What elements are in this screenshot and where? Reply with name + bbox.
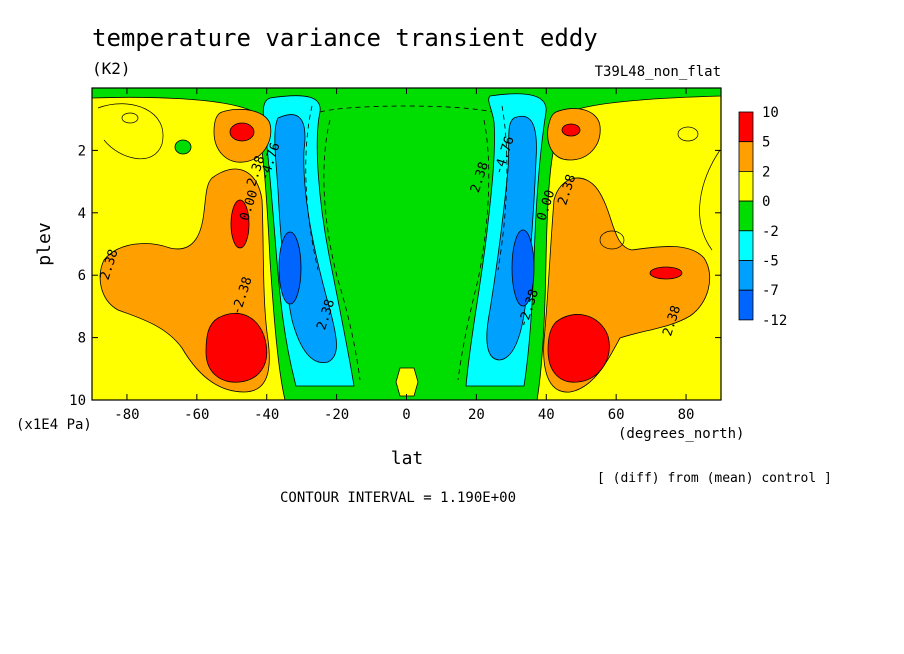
solid-contours [97,103,721,251]
diff-note: [ (diff) from (mean) control ] [597,471,832,486]
x-tick-label: -60 [184,407,209,423]
legend-level-label: -5 [762,254,779,270]
contour-interval: CONTOUR INTERVAL = 1.190E+00 [280,490,516,506]
legend-swatch [738,200,754,232]
y-axis-title: plev [34,222,55,265]
legend-level-label: -7 [762,283,779,299]
field-dark-blue-right [511,229,535,307]
legend-level-label: 2 [762,164,770,180]
field-red-left-mid [230,199,250,249]
field-red-left-lower [205,313,268,383]
y-tick-label: 10 [69,393,86,409]
x-tick-label: 0 [402,407,410,423]
legend-level-label: -2 [762,224,779,240]
y-axis: 2 4 6 8 10 [69,143,721,409]
field-yellow-center [395,367,419,397]
legend-level-label: 10 [762,105,779,121]
field-dark-blue-left [278,231,302,305]
field-red-right-small [649,266,683,280]
y-unit-label: (x1E4 Pa) [16,417,92,433]
x-tick-label: -40 [254,407,279,423]
x-tick-label: 60 [608,407,625,423]
y-tick-label: 2 [78,143,86,159]
legend-level-label: -12 [762,313,787,329]
units-label: (K2) [92,59,131,78]
legend-swatch [738,260,754,291]
legend-swatch [738,111,754,143]
chart-title: temperature variance transient eddy [92,24,598,52]
run-label: T39L48_non_flat [595,64,721,80]
dashed-contours [305,105,508,381]
y-tick-label: 4 [78,206,86,222]
field-red-right-lower [547,314,610,383]
x-axis: -80 -60 -40 -20 0 20 40 60 80 [114,88,694,423]
x-tick-label: 40 [538,407,555,423]
field-green-small [174,139,192,155]
legend-swatch [738,170,754,202]
x-tick-label: -20 [324,407,349,423]
x-tick-label: 80 [678,407,695,423]
x-tick-label: 20 [468,407,485,423]
legend-swatch [738,141,754,172]
plot-area [92,88,721,400]
legend-level-label: 5 [762,135,770,151]
x-axis-title: lat [391,448,424,469]
y-tick-label: 8 [78,331,86,347]
y-tick-label: 6 [78,268,86,284]
color-legend: 10 5 2 0 -2 -5 -7 -12 [738,105,787,329]
field-red-left-top [229,122,255,142]
legend-swatch [738,230,754,261]
legend-level-label: 0 [762,194,770,210]
x-unit-label: (degrees_north) [618,426,744,442]
x-tick-label: -80 [114,407,139,423]
field-red-right-top [561,123,581,137]
legend-swatch [738,289,754,321]
